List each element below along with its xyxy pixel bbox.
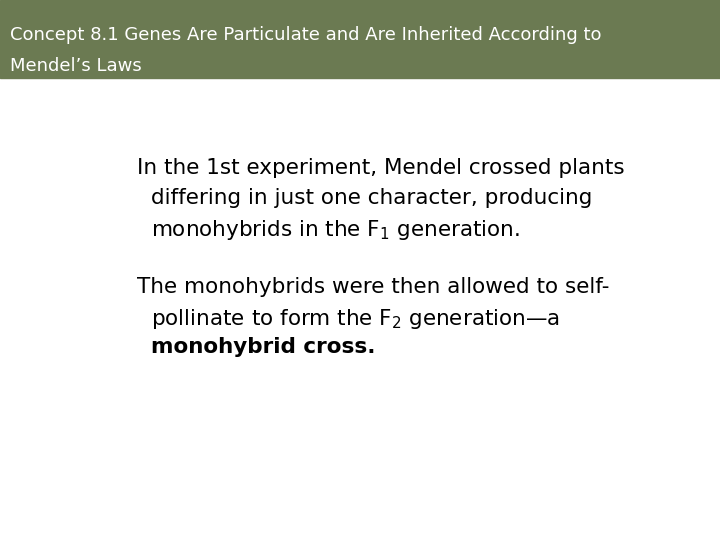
- Text: monohybrid cross.: monohybrid cross.: [151, 337, 376, 357]
- Text: monohybrids in the F$_1$ generation.: monohybrids in the F$_1$ generation.: [151, 218, 521, 242]
- Text: Concept 8.1 Genes Are Particulate and Are Inherited According to: Concept 8.1 Genes Are Particulate and Ar…: [10, 26, 602, 44]
- Text: The monohybrids were then allowed to self-: The monohybrids were then allowed to sel…: [138, 277, 610, 297]
- Text: In the 1st experiment, Mendel crossed plants: In the 1st experiment, Mendel crossed pl…: [138, 158, 625, 178]
- Text: differing in just one character, producing: differing in just one character, produci…: [151, 188, 593, 208]
- Text: Mendel’s Laws: Mendel’s Laws: [10, 57, 142, 75]
- Text: pollinate to form the F$_2$ generation—a: pollinate to form the F$_2$ generation—a: [151, 307, 560, 331]
